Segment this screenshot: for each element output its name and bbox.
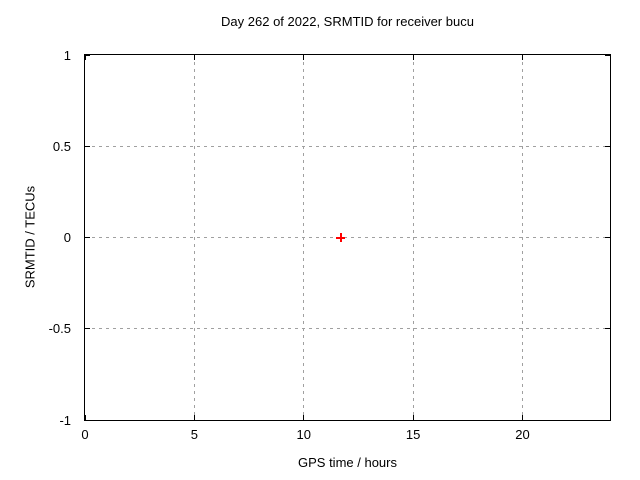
grid-line-horizontal xyxy=(85,328,610,330)
axis-tick-bottom xyxy=(193,415,195,420)
y-tick-label: -0.5 xyxy=(48,321,71,337)
x-tick-label: 10 xyxy=(296,427,311,442)
chart-title: Day 262 of 2022, SRMTID for receiver buc… xyxy=(221,14,474,29)
x-tick-label: 15 xyxy=(405,427,421,442)
axis-tick-right xyxy=(605,54,610,56)
axis-tick-top xyxy=(193,55,195,60)
y-tick-label: 0.5 xyxy=(52,138,71,154)
grid-line-horizontal xyxy=(85,145,610,147)
axis-tick-bottom xyxy=(303,415,305,420)
axis-tick-left xyxy=(85,237,90,238)
axis-tick-right xyxy=(605,328,610,330)
axis-tick-bottom xyxy=(84,415,86,420)
axis-tick-left xyxy=(85,54,90,56)
y-tick-label: -1 xyxy=(59,412,71,428)
grid-line-horizontal xyxy=(85,237,610,238)
data-point-marker xyxy=(336,233,346,242)
axis-tick-left xyxy=(85,145,90,147)
x-tick-label: 5 xyxy=(190,427,198,442)
marker-plus-vbar xyxy=(339,233,342,242)
axis-tick-right xyxy=(605,419,610,421)
x-tick-label: 20 xyxy=(515,427,530,442)
axis-tick-top xyxy=(412,55,414,60)
axis-tick-top xyxy=(84,55,86,60)
axis-tick-left xyxy=(85,328,90,330)
axis-tick-left xyxy=(85,419,90,421)
x-axis-label: GPS time / hours xyxy=(298,455,397,470)
y-tick-label: 1 xyxy=(63,47,71,63)
y-tick-label: 0 xyxy=(63,230,71,245)
axis-tick-right xyxy=(605,237,610,238)
axis-tick-top xyxy=(522,55,523,60)
x-tick-label: 0 xyxy=(81,427,89,442)
axis-tick-bottom xyxy=(412,415,414,420)
axis-tick-right xyxy=(605,145,610,147)
plot-area xyxy=(84,54,611,421)
axis-tick-top xyxy=(303,55,305,60)
axis-tick-bottom xyxy=(522,415,523,420)
